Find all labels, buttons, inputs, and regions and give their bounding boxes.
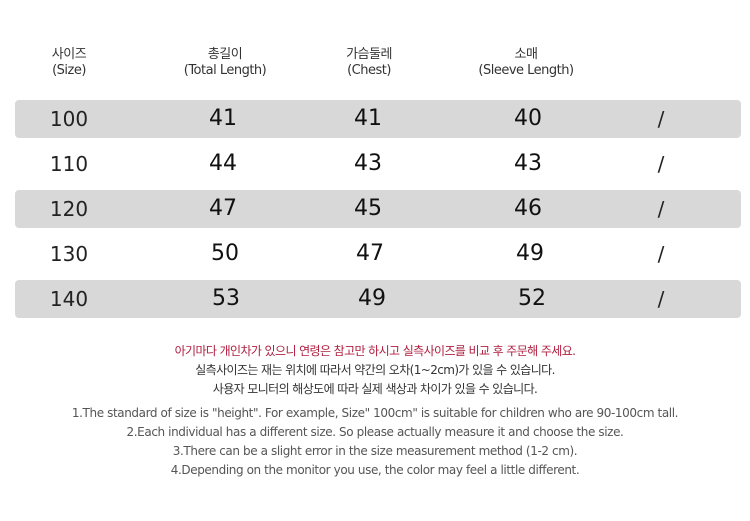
cell-total-length: 50: [211, 241, 239, 266]
cell-size: 140: [49, 287, 89, 311]
cell-extra: /: [657, 152, 665, 176]
cell-total-length: 53: [212, 286, 240, 311]
header-size: 사이즈 (Size): [51, 47, 87, 79]
cell-total-length: 44: [209, 151, 237, 176]
table-row: 100 41 41 40 /: [15, 100, 741, 138]
header-total-length-en: (Total Length): [183, 63, 267, 78]
note-ko-3: 사용자 모니터의 해상도에 따라 실제 색상과 차이가 있을 수 있습니다.: [212, 382, 538, 396]
header-chest: 가슴둘레 (Chest): [346, 47, 392, 79]
header-size-ko: 사이즈: [51, 47, 87, 62]
header-total-length-ko: 총길이: [207, 47, 243, 62]
header-sleeve: 소매 (Sleeve Length): [478, 47, 574, 79]
cell-size: 110: [49, 152, 89, 176]
cell-extra: /: [657, 107, 665, 131]
size-table: 100 41 41 40 / 110 44 43 43 / 120 47 45 …: [15, 100, 741, 325]
table-row: 120 47 45 46 /: [15, 190, 741, 228]
cell-chest: 43: [354, 151, 382, 176]
header-total-length: 총길이 (Total Length): [183, 47, 267, 79]
note-ko-2: 실측사이즈는 재는 위치에 따라서 약간의 오차(1~2cm)가 있을 수 있습…: [195, 363, 555, 377]
cell-sleeve: 43: [514, 151, 542, 176]
note-ko-1: 아기마다 개인차가 있으니 연령은 참고만 하시고 실측사이즈를 비교 후 주문…: [174, 344, 576, 358]
table-row: 140 53 49 52 /: [15, 280, 741, 318]
table-header: 사이즈 (Size) 총길이 (Total Length) 가슴둘레 (Ches…: [0, 47, 750, 87]
cell-extra: /: [657, 197, 665, 221]
header-chest-ko: 가슴둘레: [346, 47, 392, 62]
cell-chest: 47: [356, 241, 384, 266]
cell-sleeve: 40: [514, 106, 542, 131]
cell-chest: 45: [354, 196, 382, 221]
header-chest-en: (Chest): [347, 63, 391, 78]
cell-chest: 41: [354, 106, 382, 131]
cell-size: 130: [49, 242, 89, 266]
cell-extra: /: [657, 287, 665, 311]
cell-size: 120: [49, 197, 89, 221]
header-size-en: (Size): [52, 63, 86, 78]
korean-notes: 아기마다 개인차가 있으니 연령은 참고만 하시고 실측사이즈를 비교 후 주문…: [0, 342, 750, 399]
note-en-2: 2.Each individual has a different size. …: [126, 425, 624, 439]
cell-total-length: 47: [209, 196, 237, 221]
note-en-3: 3.There can be a slight error in the siz…: [172, 444, 578, 458]
header-sleeve-en: (Sleeve Length): [478, 63, 574, 78]
table-row: 130 50 47 49 /: [15, 235, 741, 273]
cell-sleeve: 49: [516, 241, 544, 266]
note-en-1: 1.The standard of size is "height". For …: [71, 406, 679, 420]
note-en-4: 4.Depending on the monitor you use, the …: [170, 463, 580, 477]
cell-total-length: 41: [209, 106, 237, 131]
table-row: 110 44 43 43 /: [15, 145, 741, 183]
header-sleeve-ko: 소매: [514, 47, 538, 62]
cell-size: 100: [49, 107, 89, 131]
cell-extra: /: [657, 242, 665, 266]
cell-sleeve: 52: [518, 286, 546, 311]
cell-chest: 49: [358, 286, 386, 311]
cell-sleeve: 46: [514, 196, 542, 221]
english-notes: 1.The standard of size is "height". For …: [0, 404, 750, 480]
